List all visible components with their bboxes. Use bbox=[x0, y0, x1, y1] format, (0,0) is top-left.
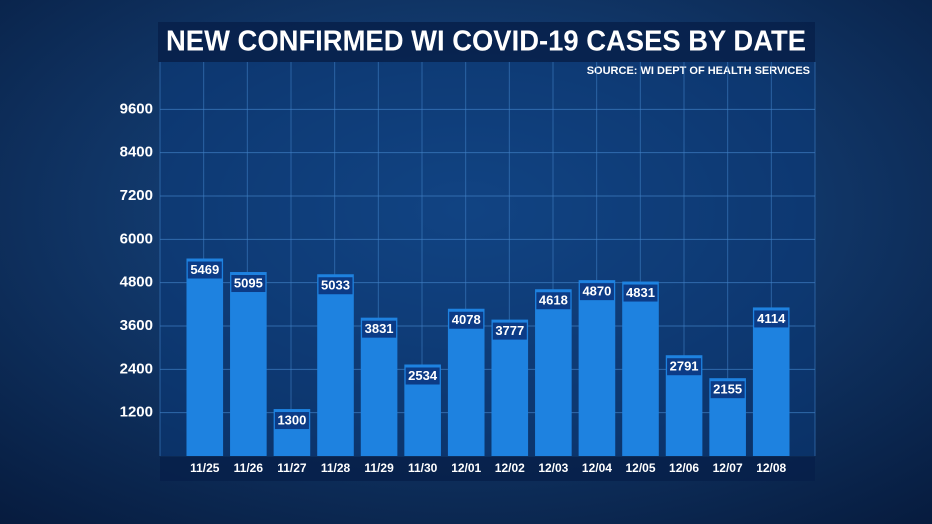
value-label-box bbox=[274, 412, 309, 430]
y-tick-label: 2400 bbox=[120, 360, 153, 377]
value-label: 4618 bbox=[539, 293, 568, 308]
bar bbox=[317, 274, 354, 456]
x-axis-strip bbox=[160, 457, 815, 481]
value-label: 4114 bbox=[757, 311, 786, 326]
x-tick-label: 12/02 bbox=[495, 461, 525, 475]
x-tick-label: 12/06 bbox=[669, 461, 699, 475]
bar bbox=[752, 307, 790, 456]
value-label: 2155 bbox=[713, 382, 742, 397]
x-tick-label: 12/04 bbox=[582, 461, 612, 475]
x-tick-label: 12/05 bbox=[625, 461, 655, 475]
bar bbox=[186, 258, 224, 456]
value-label-box bbox=[405, 367, 440, 385]
value-label-box bbox=[710, 381, 745, 399]
x-tick-label: 11/28 bbox=[321, 461, 351, 475]
value-label: 4870 bbox=[582, 284, 611, 299]
value-label-box bbox=[187, 261, 222, 279]
bar bbox=[578, 280, 616, 456]
chart-title: NEW CONFIRMED WI COVID-19 CASES BY DATE bbox=[166, 26, 806, 58]
value-label-box bbox=[754, 310, 789, 328]
value-label: 2534 bbox=[408, 368, 438, 383]
bar bbox=[491, 319, 529, 456]
value-label-box bbox=[449, 311, 484, 329]
x-tick-label: 11/30 bbox=[408, 461, 438, 475]
y-tick-label: 9600 bbox=[120, 100, 153, 117]
value-label-box bbox=[579, 283, 614, 301]
value-label-box bbox=[362, 320, 397, 338]
bar bbox=[360, 317, 398, 456]
value-label-box bbox=[536, 292, 571, 310]
x-tick-label: 12/01 bbox=[451, 461, 481, 475]
value-label: 4831 bbox=[626, 285, 655, 300]
value-label-box bbox=[492, 322, 527, 340]
x-tick-label: 12/08 bbox=[756, 461, 786, 475]
x-tick-label: 11/25 bbox=[190, 461, 220, 475]
bar bbox=[622, 281, 659, 456]
value-label: 3777 bbox=[495, 323, 524, 338]
value-label-box bbox=[231, 275, 266, 293]
value-label-box bbox=[667, 358, 702, 376]
plot-area bbox=[160, 62, 815, 456]
value-label: 5469 bbox=[190, 262, 219, 277]
y-tick-label: 4800 bbox=[120, 274, 153, 291]
y-tick-label: 7200 bbox=[120, 187, 153, 204]
title-box bbox=[158, 22, 815, 62]
x-tick-label: 11/29 bbox=[364, 461, 394, 475]
value-label: 1300 bbox=[277, 412, 306, 427]
y-tick-label: 8400 bbox=[120, 144, 153, 161]
x-tick-label: 12/03 bbox=[538, 461, 568, 475]
bar bbox=[535, 289, 572, 456]
x-tick-label: 11/27 bbox=[277, 461, 307, 475]
bar bbox=[230, 272, 267, 456]
y-tick-label: 6000 bbox=[120, 230, 153, 247]
bar bbox=[447, 308, 485, 456]
value-label-box bbox=[623, 284, 658, 302]
value-label: 5033 bbox=[321, 278, 350, 293]
value-label-box bbox=[318, 277, 353, 295]
chart-subtitle: SOURCE: WI DEPT OF HEALTH SERVICES bbox=[587, 65, 810, 77]
value-label: 4078 bbox=[452, 312, 481, 327]
value-label: 2791 bbox=[670, 359, 699, 374]
value-label: 5095 bbox=[234, 275, 263, 290]
y-tick-label: 3600 bbox=[120, 317, 153, 334]
y-tick-label: 1200 bbox=[120, 404, 153, 421]
value-label: 3831 bbox=[365, 321, 394, 336]
x-tick-label: 12/07 bbox=[713, 461, 743, 475]
x-tick-label: 11/26 bbox=[234, 461, 264, 475]
